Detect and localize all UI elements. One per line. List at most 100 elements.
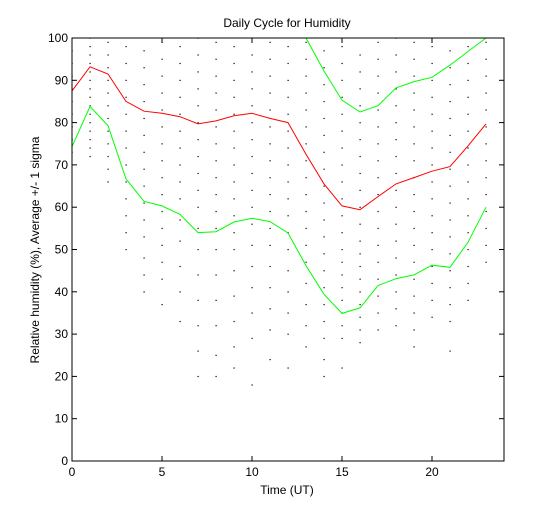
scatter-point	[233, 147, 235, 149]
scatter-point	[341, 147, 343, 149]
scatter-point	[305, 75, 307, 77]
scatter-point	[323, 320, 325, 323]
series-line-average	[72, 66, 487, 211]
scatter-point	[359, 155, 361, 158]
scatter-point	[287, 291, 289, 293]
scatter-point	[431, 232, 433, 234]
scatter-point	[305, 210, 307, 213]
scatter-point	[341, 96, 343, 98]
scatter-point	[143, 257, 145, 259]
scatter-point	[467, 249, 469, 251]
scatter-point	[89, 122, 91, 124]
scatter-point	[431, 316, 433, 318]
scatter-point	[269, 41, 271, 43]
scatter-point	[359, 71, 361, 73]
scatter-point	[485, 160, 487, 162]
scatter-point	[125, 62, 127, 65]
scatter-point	[359, 329, 361, 331]
scatter-point	[143, 168, 145, 170]
x-tick-label: 10	[245, 465, 259, 479]
scatter-point	[305, 346, 307, 348]
scatter-point	[287, 249, 289, 251]
scatter-point	[107, 130, 109, 132]
scatter-point	[233, 181, 235, 183]
scatter-point	[359, 265, 361, 268]
scatter-point	[107, 117, 109, 120]
scatter-point	[215, 41, 217, 43]
scatter-point	[323, 50, 325, 52]
scatter-point	[107, 41, 109, 43]
scatter-point	[233, 45, 235, 48]
scatter-point	[485, 244, 487, 246]
scatter-point	[341, 232, 343, 234]
x-tick-label: 20	[425, 465, 439, 479]
scatter-point	[197, 122, 199, 124]
scatter-point	[431, 96, 433, 98]
scatter-point	[359, 88, 361, 90]
scatter-point	[305, 58, 307, 60]
scatter-point	[341, 164, 343, 166]
scatter-point	[143, 84, 145, 86]
scatter-point	[251, 122, 253, 124]
scatter-point	[287, 215, 289, 217]
scatter-point	[305, 227, 307, 230]
scatter-point	[269, 177, 271, 179]
scatter-point	[323, 134, 325, 136]
scatter-point	[485, 41, 487, 43]
scatter-point	[89, 71, 91, 73]
scatter-point	[341, 215, 343, 217]
scatter-point	[449, 303, 451, 306]
scatter-point	[377, 329, 379, 331]
scatter-point	[269, 329, 271, 331]
scatter-point	[467, 147, 469, 149]
scatter-point	[323, 358, 325, 361]
scatter-point	[413, 194, 415, 196]
scatter-point	[431, 113, 433, 115]
scatter-point	[161, 160, 163, 162]
scatter-point	[197, 71, 199, 73]
scatter-point	[161, 177, 163, 179]
scatter-point	[107, 143, 109, 145]
scatter-point	[467, 96, 469, 98]
scatter-point	[413, 312, 415, 314]
scatter-point	[341, 45, 343, 48]
scatter-point	[215, 299, 217, 301]
scatter-point	[287, 62, 289, 65]
scatter-point	[215, 325, 217, 327]
scatter-point	[215, 109, 217, 111]
scatter-point	[161, 109, 163, 111]
scatter-point	[197, 172, 199, 175]
scatter-point	[215, 177, 217, 179]
scatter-point	[413, 92, 415, 94]
scatter-point	[485, 75, 487, 77]
scatter-point	[323, 270, 325, 272]
scatter-point	[341, 198, 343, 200]
scatter-point	[323, 287, 325, 289]
scatter-point	[377, 109, 379, 111]
scatter-point	[323, 219, 325, 221]
scatter-point	[233, 79, 235, 81]
scatter-point	[341, 367, 343, 369]
y-axis-label: Relative humidity (%), Average +/- 1 sig…	[28, 136, 42, 363]
scatter-point	[125, 232, 127, 234]
scatter-point	[287, 181, 289, 183]
scatter-point	[377, 261, 379, 263]
scatter-point	[341, 287, 343, 289]
scatter-point	[197, 325, 199, 327]
scatter-point	[179, 147, 181, 149]
scatter-point	[89, 113, 91, 115]
scatter-point	[215, 375, 217, 378]
scatter-point	[467, 130, 469, 132]
scatter-point	[233, 96, 235, 98]
scatter-point	[125, 147, 127, 149]
scatter-point	[467, 282, 469, 285]
scatter-point	[197, 139, 199, 141]
scatter-point	[377, 75, 379, 77]
scatter-point	[233, 295, 235, 297]
scatter-point	[413, 58, 415, 60]
scatter-point	[377, 58, 379, 60]
scatter-point	[449, 320, 451, 323]
scatter-point	[359, 303, 361, 306]
scatter-point	[485, 58, 487, 60]
